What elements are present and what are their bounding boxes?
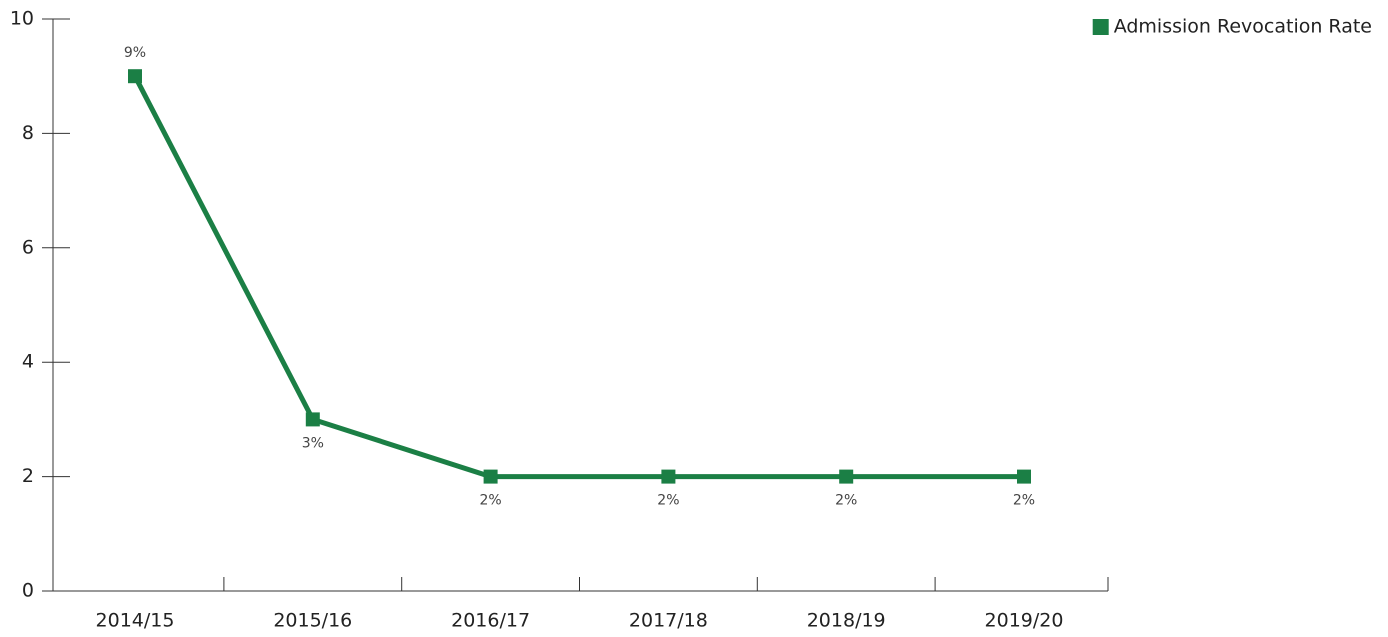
x-tick-label: 2015/16 [273, 610, 352, 632]
x-tick-label: 2014/15 [96, 610, 175, 632]
marker [483, 469, 498, 484]
line [132, 75, 1024, 480]
value-label: 3% [302, 435, 324, 451]
value-label: 2% [835, 493, 857, 509]
y-tick-label: 10 [10, 8, 34, 30]
y-tick-label: 0 [22, 580, 34, 602]
value-label: 2% [479, 493, 501, 509]
y-tick-label: 4 [22, 351, 34, 373]
value-label: 9% [124, 45, 146, 61]
marker [305, 412, 320, 427]
value-label: 2% [657, 493, 679, 509]
legend-label: Admission Revocation Rate [1114, 16, 1372, 38]
marker [839, 469, 854, 484]
y-tick-label: 6 [22, 236, 34, 258]
legend-swatch [1092, 19, 1109, 35]
x-tick-label: 2019/20 [985, 610, 1064, 632]
marker [128, 69, 142, 84]
value-label: 2% [1013, 493, 1035, 509]
marker [661, 469, 676, 484]
marker [1017, 469, 1031, 484]
x-tick-label: 2018/19 [807, 610, 886, 632]
y-tick-label: 8 [22, 122, 34, 144]
y-tick-label: 2 [22, 465, 34, 487]
x-tick-label: 2017/18 [629, 610, 708, 632]
x-tick-label: 2016/17 [451, 610, 530, 632]
